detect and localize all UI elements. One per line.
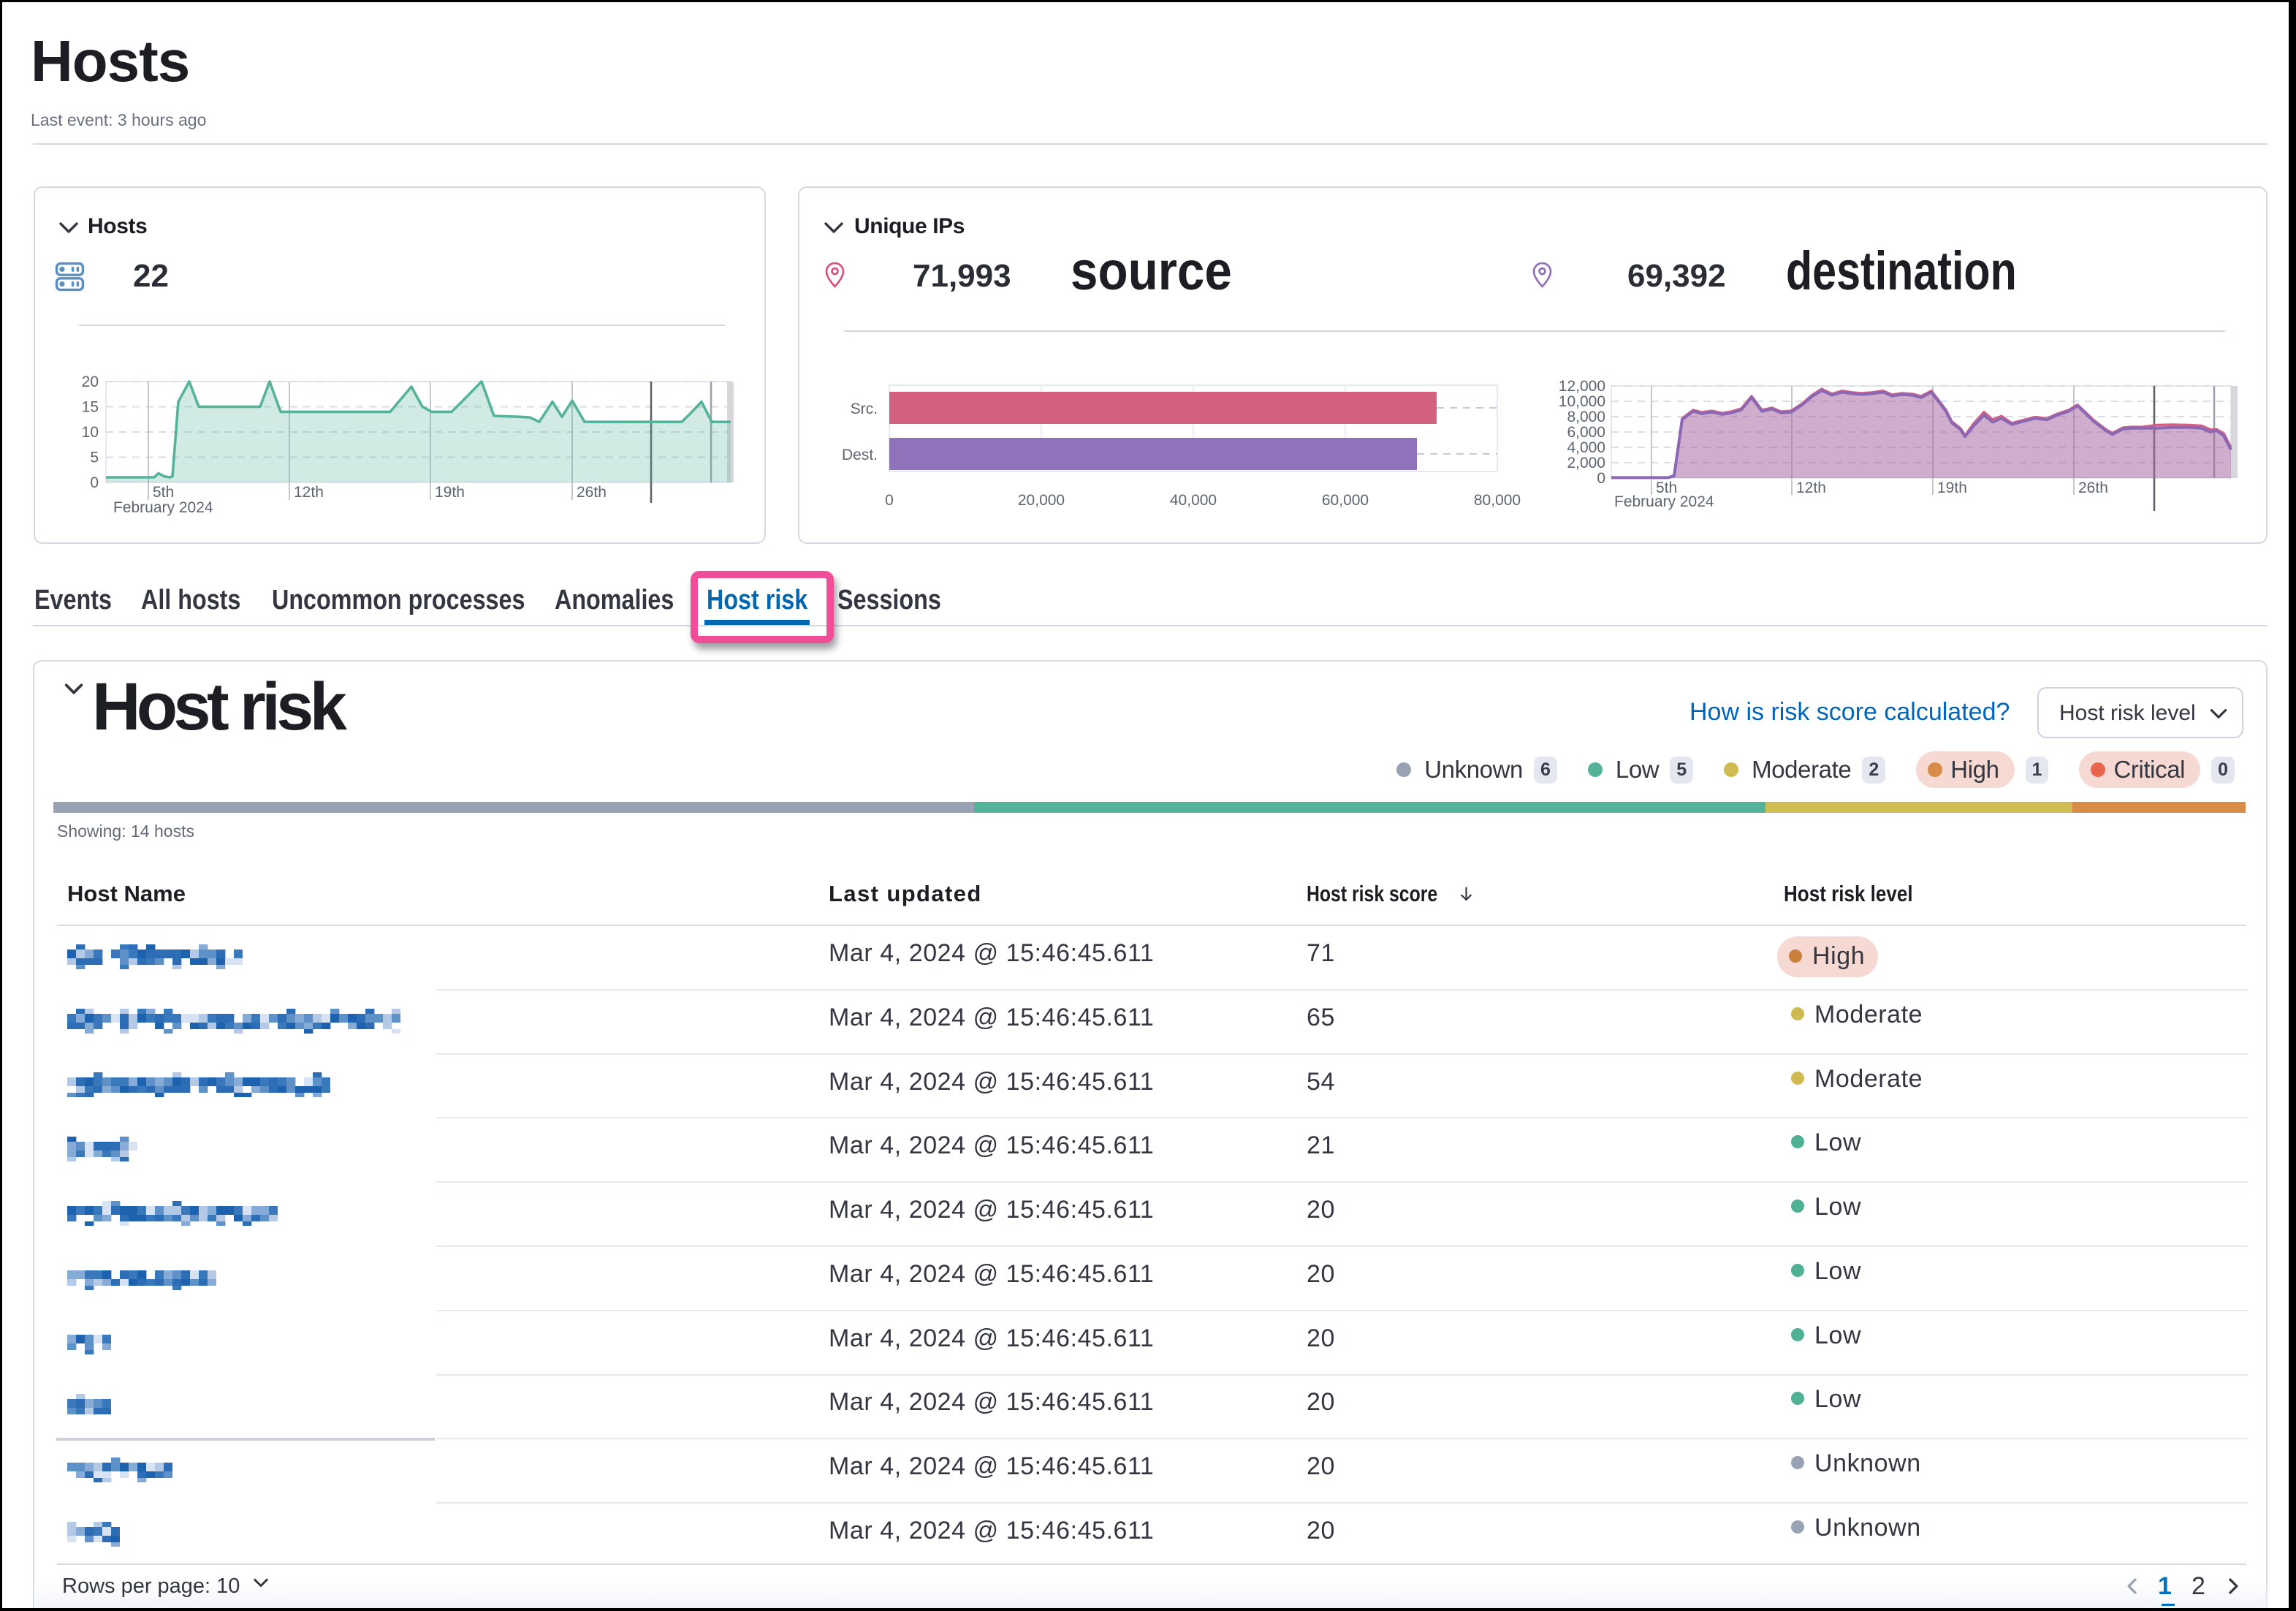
svg-text:15: 15 xyxy=(82,399,99,416)
svg-text:February 2024: February 2024 xyxy=(1614,493,1714,510)
svg-text:80,000: 80,000 xyxy=(1474,492,1521,509)
svg-text:Src.: Src. xyxy=(851,401,878,417)
svg-text:60,000: 60,000 xyxy=(1322,492,1369,509)
svg-text:5: 5 xyxy=(90,450,99,466)
svg-text:6,000: 6,000 xyxy=(1567,424,1605,441)
svg-text:10: 10 xyxy=(82,424,99,441)
svg-text:19th: 19th xyxy=(1937,479,1967,496)
svg-text:February 2024: February 2024 xyxy=(113,499,213,516)
svg-text:0: 0 xyxy=(90,474,99,491)
svg-text:5th: 5th xyxy=(1656,479,1677,496)
svg-text:0: 0 xyxy=(885,492,894,509)
svg-text:12th: 12th xyxy=(294,484,324,501)
svg-text:2,000: 2,000 xyxy=(1567,455,1605,471)
svg-text:5th: 5th xyxy=(153,484,174,501)
svg-text:20: 20 xyxy=(82,374,99,390)
svg-text:4,000: 4,000 xyxy=(1567,439,1605,456)
svg-text:12,000: 12,000 xyxy=(1559,378,1605,395)
svg-text:19th: 19th xyxy=(435,484,465,501)
svg-text:26th: 26th xyxy=(2078,479,2108,496)
svg-text:10,000: 10,000 xyxy=(1559,393,1605,410)
svg-text:20,000: 20,000 xyxy=(1018,492,1065,509)
svg-text:26th: 26th xyxy=(577,484,607,501)
svg-text:40,000: 40,000 xyxy=(1170,492,1217,509)
svg-text:Dest.: Dest. xyxy=(842,447,878,463)
svg-text:8,000: 8,000 xyxy=(1567,409,1605,425)
svg-text:0: 0 xyxy=(1597,470,1605,487)
svg-text:12th: 12th xyxy=(1796,479,1826,496)
